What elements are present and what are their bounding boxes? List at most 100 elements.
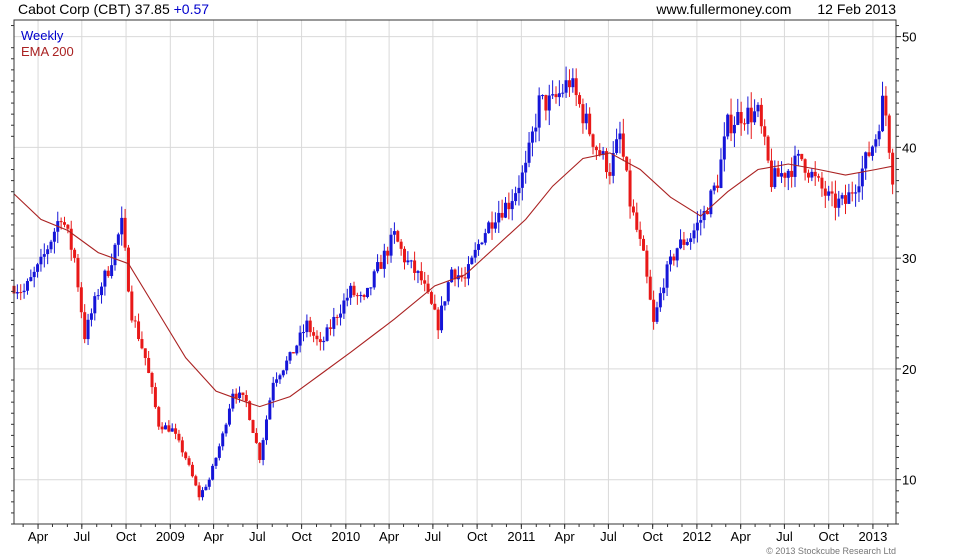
- candle-body: [429, 292, 433, 304]
- candle-body: [130, 291, 134, 321]
- candle-body: [571, 78, 575, 88]
- candle: [288, 351, 292, 364]
- candle: [224, 422, 228, 437]
- candle-body: [534, 127, 538, 132]
- candle: [854, 184, 858, 207]
- candle-body: [386, 250, 390, 256]
- candle: [847, 183, 851, 204]
- candle: [517, 175, 521, 206]
- candle-body: [554, 94, 558, 98]
- candle-body: [69, 228, 73, 250]
- source-site: www.fullermoney.com: [656, 1, 792, 17]
- candle-body: [39, 256, 43, 265]
- candle-body: [796, 153, 800, 156]
- candle-body: [305, 320, 309, 333]
- candle: [584, 103, 588, 130]
- candle-body: [820, 177, 824, 189]
- candle: [554, 86, 558, 104]
- candle: [157, 405, 161, 430]
- price-change: +0.57: [173, 1, 210, 17]
- candle: [786, 168, 790, 191]
- candle: [382, 243, 386, 278]
- candle: [322, 336, 326, 351]
- candle-body: [66, 224, 70, 229]
- candle-body: [217, 446, 221, 458]
- candle-body: [342, 300, 346, 314]
- candle: [234, 388, 238, 404]
- candle: [773, 160, 777, 189]
- candle-body: [281, 370, 285, 376]
- candle: [759, 98, 763, 134]
- candle: [79, 282, 83, 319]
- candle: [648, 269, 652, 301]
- candle-body: [19, 292, 23, 294]
- candle: [574, 68, 578, 107]
- candle-body: [598, 150, 602, 156]
- candle-body: [604, 151, 608, 173]
- candle-body: [561, 92, 565, 94]
- candle-body: [204, 486, 208, 491]
- candle-body: [844, 195, 848, 204]
- candle-body: [702, 211, 706, 221]
- candle-body: [312, 332, 316, 336]
- candle: [204, 484, 208, 491]
- candle: [308, 316, 312, 337]
- candle-body: [224, 424, 228, 434]
- candle: [645, 245, 649, 284]
- candle-body: [695, 222, 699, 231]
- candle: [25, 278, 29, 295]
- x-tick-label: Jul: [600, 529, 617, 544]
- candle: [635, 202, 639, 233]
- candle: [652, 290, 656, 330]
- candle: [116, 232, 120, 257]
- candle: [793, 145, 797, 188]
- candle: [285, 356, 289, 375]
- candle: [749, 92, 753, 139]
- candle-body: [170, 428, 174, 432]
- candle: [355, 292, 359, 305]
- candle-body: [874, 139, 878, 147]
- candle-body: [510, 201, 514, 210]
- candle: [753, 99, 757, 125]
- candle-body: [712, 185, 716, 191]
- candle-body: [864, 152, 868, 169]
- candle: [473, 242, 477, 263]
- candle: [783, 172, 787, 188]
- candle: [497, 200, 501, 234]
- candle: [328, 319, 332, 336]
- candle-body: [780, 173, 784, 177]
- candle: [22, 283, 26, 299]
- candle-body: [241, 392, 245, 396]
- candle-body: [803, 159, 807, 173]
- candle: [887, 113, 891, 160]
- candle: [446, 280, 450, 305]
- candle-body: [823, 188, 827, 196]
- candle: [618, 121, 622, 154]
- y-tick-label: 40: [902, 140, 916, 155]
- candle-body: [157, 407, 161, 427]
- candle-body: [285, 360, 289, 371]
- candle-body: [722, 136, 726, 160]
- candle: [803, 158, 807, 181]
- candle-body: [635, 212, 639, 230]
- candle-body: [544, 95, 548, 111]
- x-tick-label: Jul: [249, 529, 266, 544]
- candle-body: [473, 249, 477, 258]
- candle: [672, 253, 676, 266]
- candle: [137, 313, 141, 342]
- candle: [780, 161, 784, 183]
- candle: [143, 348, 147, 366]
- candle-body: [79, 287, 83, 313]
- candle: [312, 327, 316, 343]
- candle-body: [567, 80, 571, 88]
- candle: [739, 101, 743, 136]
- candle-body: [73, 249, 77, 258]
- ema-series: [13, 152, 893, 408]
- candle-body: [406, 260, 410, 263]
- candle: [867, 141, 871, 158]
- candle-body: [214, 457, 218, 466]
- candle: [409, 259, 413, 269]
- candle-body: [295, 345, 299, 354]
- candle: [433, 294, 437, 311]
- candle-body: [520, 172, 524, 188]
